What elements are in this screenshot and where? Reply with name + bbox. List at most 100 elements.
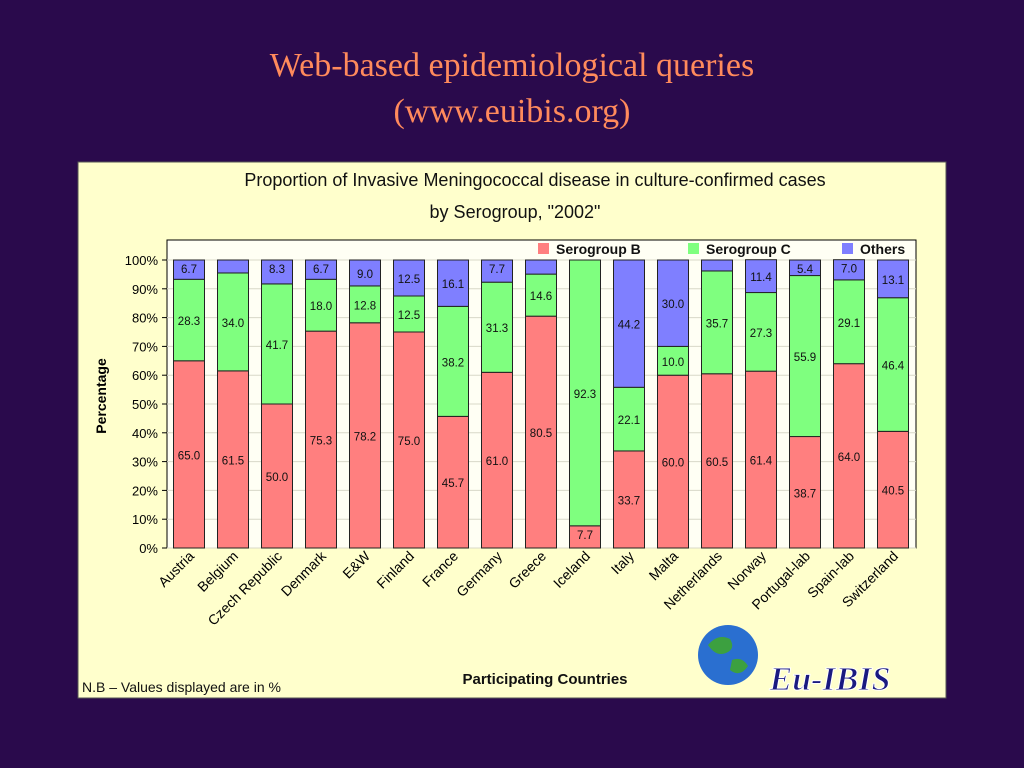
bar-segment-others [525,259,557,275]
data-label: 22.1 [618,415,640,427]
data-label: 34.0 [222,318,244,330]
bar-segment-serogroup-c [569,259,601,527]
y-tick-label: 40% [132,426,158,441]
data-label: 31.3 [486,323,508,335]
data-label: 33.7 [618,495,640,507]
data-label: 18.0 [310,301,332,313]
globe-icon [698,625,758,685]
bar-segment-serogroup-c [701,270,733,375]
bar-segment-others [393,259,425,297]
data-label: 9.0 [357,269,373,281]
data-label: 92.3 [574,389,596,401]
data-label: 12.5 [398,274,420,286]
data-label: 16.1 [442,279,464,291]
bar-segment-serogroup-b [173,360,205,549]
bar-segment-serogroup-c [261,283,293,405]
data-label: 75.0 [398,436,420,448]
data-label: 12.8 [354,300,376,312]
data-label: 60.5 [706,457,728,469]
data-label: 13.1 [882,275,904,287]
data-label: 7.0 [841,264,857,276]
data-label: 11.4 [750,272,772,284]
eu-ibis-logo: Eu-IBIS [698,625,891,699]
bar-segment-serogroup-c [833,279,865,365]
bar-segment-others [305,259,337,280]
bar-segment-others [349,259,381,287]
legend-swatch [688,243,699,254]
bar-segment-serogroup-b [261,403,293,549]
data-label: 78.2 [354,431,376,443]
bar-segment-serogroup-b [833,363,865,549]
bar-segment-serogroup-b [217,370,249,549]
data-label: 64.0 [838,452,860,464]
data-label: 38.2 [442,357,464,369]
y-tick-label: 90% [132,282,158,297]
slide-subtitle-url: (www.euibis.org) [393,93,631,130]
data-label: 46.4 [882,361,905,373]
bar-segment-others [437,259,469,307]
data-label: 7.7 [489,264,505,276]
bar-segment-others [833,259,865,281]
bar-segment-serogroup-c [173,278,205,362]
data-label: 50.0 [266,472,288,484]
bar-segment-serogroup-b [393,331,425,549]
bar-segment-others [173,259,205,280]
y-tick-label: 80% [132,311,158,326]
logo-text: Eu-IBIS [769,661,891,698]
data-label: 30.0 [662,299,684,311]
bar-segment-others [657,259,689,347]
bar-segment-serogroup-b [877,430,909,549]
y-tick-label: 50% [132,397,158,412]
bar-segment-serogroup-b [349,322,381,549]
bar-segment-serogroup-b [437,415,469,549]
y-tick-label: 0% [139,541,158,556]
data-label: 6.7 [181,264,197,276]
data-label: 44.2 [618,320,640,332]
legend-label: Others [860,241,905,257]
legend-label: Serogroup C [706,241,791,257]
y-tick-label: 100% [125,253,159,268]
bar-segment-serogroup-b [481,371,513,549]
bar-segment-others [613,259,645,388]
bar-segment-serogroup-c [613,386,645,452]
y-tick-label: 70% [132,339,158,354]
bar-segment-serogroup-b [613,450,645,549]
bar-segment-serogroup-b [657,374,689,549]
bar-segment-serogroup-c [217,272,249,372]
bar-segment-serogroup-c [657,345,689,376]
bar-segment-serogroup-b [745,370,777,549]
bar-segment-others [217,259,249,274]
bar-segment-others [745,259,777,294]
y-tick-label: 60% [132,368,158,383]
y-tick-label: 20% [132,483,158,498]
data-label: 29.1 [838,318,860,330]
bar-segment-others [261,259,293,285]
bar-segment-serogroup-c [789,275,821,438]
data-label: 7.7 [577,530,593,542]
data-label: 14.6 [530,291,552,303]
data-label: 61.5 [222,455,244,467]
data-label: 38.7 [794,488,816,500]
data-label: 61.0 [486,456,508,468]
data-label: 61.4 [750,456,773,468]
bar-segment-others [877,259,909,299]
bar-segment-serogroup-b [701,373,733,549]
slide-title: Web-based epidemiological queries [269,47,755,84]
y-tick-label: 10% [132,512,158,527]
y-tick-label: 30% [132,455,158,470]
data-label: 5.4 [797,264,814,276]
bar-segment-serogroup-c [437,305,469,417]
data-label: 75.3 [310,436,332,448]
data-label: 10.0 [662,357,684,369]
bar-segment-serogroup-b [525,315,557,549]
data-label: 45.7 [442,478,464,490]
bar-segment-serogroup-c [877,297,909,432]
bar-segment-others [789,259,821,277]
bar-segment-others [481,259,513,283]
data-label: 6.7 [313,264,329,276]
bar-segment-serogroup-c [305,278,337,332]
bar-segment-serogroup-b [305,330,337,549]
data-label: 80.5 [530,428,552,440]
bar-segment-others [701,259,733,272]
